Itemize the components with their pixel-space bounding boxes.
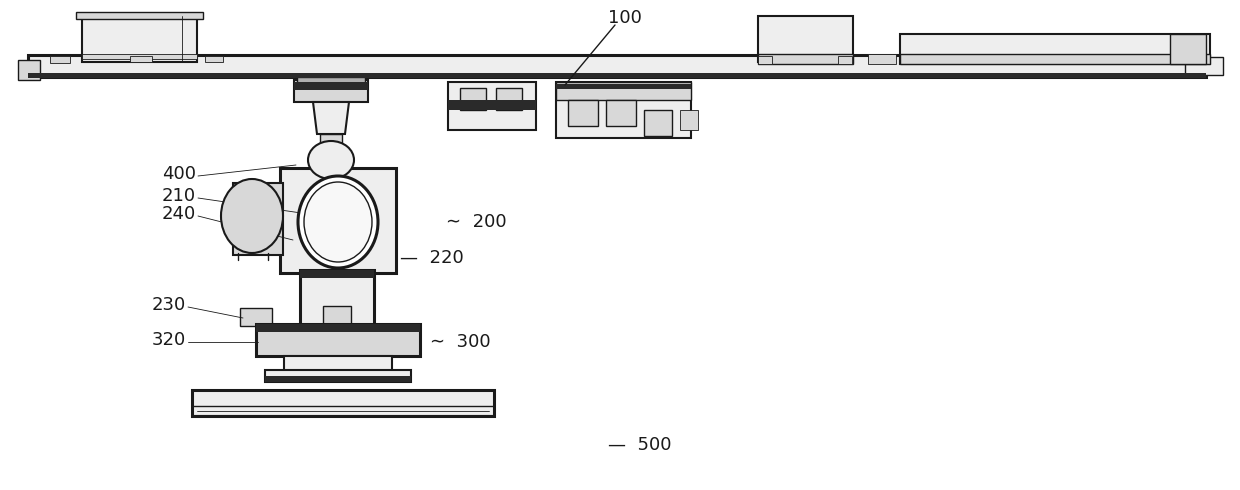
Bar	[82, 16, 197, 62]
Text: ∼  300: ∼ 300	[430, 333, 491, 351]
Text: 210: 210	[162, 187, 196, 205]
Bar	[298, 77, 365, 84]
Bar	[460, 88, 486, 110]
Text: 240: 240	[161, 205, 196, 223]
Bar	[556, 82, 691, 100]
Ellipse shape	[308, 141, 353, 179]
Bar	[265, 376, 410, 382]
Bar	[76, 12, 203, 19]
Bar	[758, 54, 853, 64]
Bar	[265, 370, 410, 382]
Bar	[868, 54, 897, 64]
Ellipse shape	[221, 179, 283, 253]
Bar	[900, 34, 1210, 64]
Bar	[556, 82, 691, 138]
Polygon shape	[312, 102, 348, 134]
Text: —  500: — 500	[608, 436, 672, 454]
Bar	[130, 56, 153, 62]
Bar	[568, 100, 598, 126]
Bar	[1185, 57, 1223, 75]
Bar	[294, 80, 368, 102]
Bar	[29, 55, 1207, 77]
Bar	[556, 84, 691, 89]
Bar	[496, 88, 522, 110]
Bar	[758, 16, 853, 62]
Bar	[300, 270, 374, 325]
Bar	[241, 308, 272, 326]
Bar	[448, 82, 536, 130]
Bar	[280, 168, 396, 273]
Text: 100: 100	[608, 9, 642, 27]
Ellipse shape	[298, 176, 378, 268]
Bar	[255, 324, 420, 332]
Bar	[294, 82, 368, 90]
Bar	[320, 134, 342, 150]
Bar	[322, 306, 351, 324]
Bar	[82, 54, 197, 59]
Text: 400: 400	[162, 165, 196, 183]
Text: 320: 320	[151, 331, 186, 349]
Bar	[233, 183, 283, 255]
Bar	[50, 56, 69, 63]
Bar	[192, 390, 494, 416]
Bar	[284, 356, 392, 376]
Ellipse shape	[304, 182, 372, 262]
Bar	[255, 324, 420, 356]
Bar	[19, 60, 40, 80]
Bar	[680, 110, 698, 130]
Bar	[300, 270, 374, 278]
Bar	[448, 100, 536, 110]
Bar	[900, 54, 1210, 64]
Text: —  220: — 220	[401, 249, 464, 267]
Bar	[758, 56, 773, 64]
Bar	[838, 56, 852, 64]
Bar	[205, 56, 223, 62]
Bar	[1171, 34, 1207, 64]
Bar	[644, 110, 672, 136]
Text: 230: 230	[151, 296, 186, 314]
Bar	[29, 73, 1207, 78]
Text: ∼  200: ∼ 200	[446, 213, 507, 231]
Bar	[606, 100, 636, 126]
